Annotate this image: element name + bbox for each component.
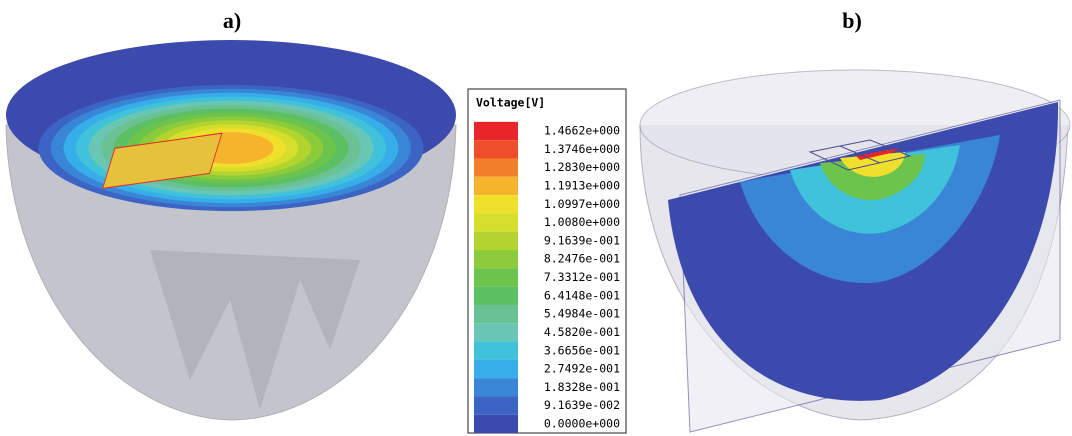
legend-label: 6.4148e-001 [544, 288, 620, 302]
legend-label: 1.1913e+000 [544, 178, 620, 192]
legend-title: Voltage[V] [476, 96, 545, 110]
legend-swatch [474, 250, 518, 268]
legend-label: 9.1639e-001 [544, 233, 620, 247]
legend-label: 9.1639e-002 [544, 398, 620, 412]
legend-swatch [474, 213, 518, 231]
legend-swatch [474, 195, 518, 213]
panel-label: a) [223, 8, 241, 33]
legend-label: 3.6656e-001 [544, 343, 620, 357]
legend-label: 7.3312e-001 [544, 270, 620, 284]
legend-label: 1.0080e+000 [544, 215, 620, 229]
legend-label: 1.3746e+000 [544, 142, 620, 156]
hemisphere-a [6, 40, 456, 420]
legend-swatch [474, 287, 518, 305]
legend-label: 5.4984e-001 [544, 307, 620, 321]
panel-label: b) [842, 8, 862, 33]
legend-swatch [474, 122, 518, 140]
legend-label: 1.4662e+000 [544, 124, 620, 138]
legend-swatch [474, 305, 518, 323]
legend-label: 4.5820e-001 [544, 325, 620, 339]
legend-swatch [474, 232, 518, 250]
legend-swatch [474, 268, 518, 286]
legend-label: 8.2476e-001 [544, 252, 620, 266]
legend-label: 1.0997e+000 [544, 197, 620, 211]
legend-swatch [474, 415, 518, 433]
legend-swatch [474, 378, 518, 396]
legend-swatch [474, 397, 518, 415]
legend-label: 1.2830e+000 [544, 160, 620, 174]
legend-label: 1.8328e-001 [544, 380, 620, 394]
legend-swatch [474, 177, 518, 195]
figure: a) b) Voltage[V] 1.4662e+000 1.3746e+000 1… [0, 0, 1072, 436]
hemisphere-b [640, 70, 1070, 432]
legend-label: 0.0000e+000 [544, 417, 620, 431]
legend-swatch [474, 140, 518, 158]
legend-swatch [474, 323, 518, 341]
legend: Voltage[V] 1.4662e+000 1.3746e+000 1.2830e… [468, 89, 626, 433]
legend-swatch [474, 158, 518, 176]
legend-swatch [474, 360, 518, 378]
legend-label: 2.7492e-001 [544, 362, 620, 376]
legend-swatch [474, 342, 518, 360]
